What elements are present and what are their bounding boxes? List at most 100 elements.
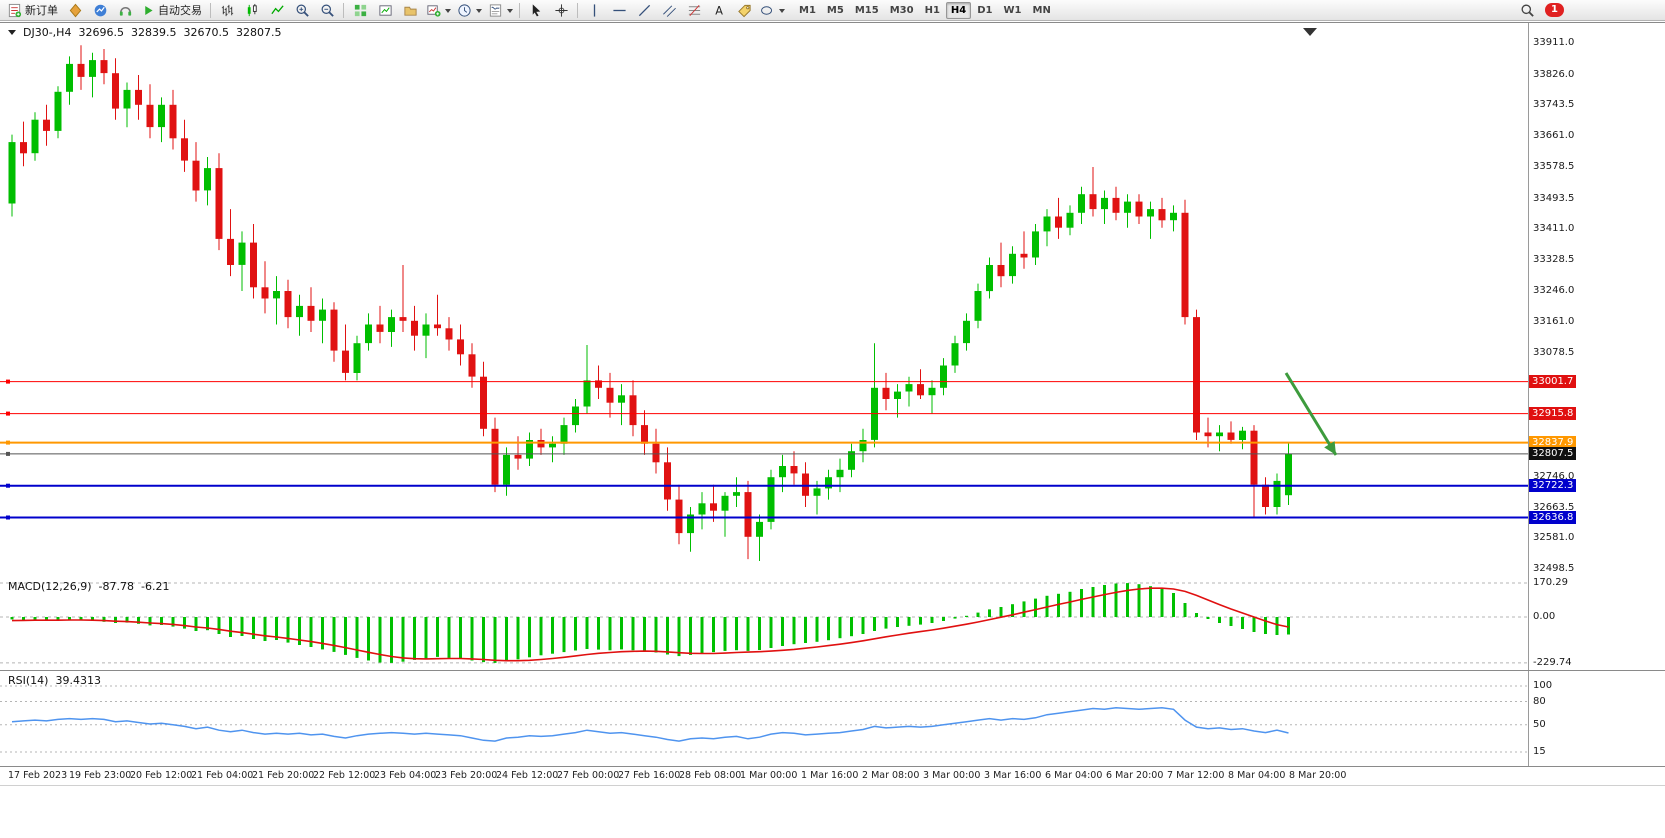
new-order-label: 新订单	[25, 4, 58, 17]
autotrading-button[interactable]: 自动交易	[138, 1, 206, 19]
candle-body	[1227, 432, 1235, 440]
timeframe-button-H1[interactable]: H1	[920, 2, 945, 19]
candle-body	[894, 391, 901, 399]
zoom-out-button[interactable]	[315, 1, 339, 19]
level-line-handle[interactable]	[6, 515, 10, 520]
dropdown-caret-icon	[778, 8, 785, 16]
price-axis-label: 33328.5	[1533, 253, 1575, 265]
rsi-name: RSI(14)	[8, 674, 49, 687]
signals-icon	[94, 4, 106, 16]
timeframe-button-M5[interactable]: M5	[822, 2, 849, 19]
periods-button[interactable]	[454, 1, 484, 19]
candle-body	[284, 291, 292, 318]
level-line-handle[interactable]	[6, 411, 10, 416]
candlestick-chart[interactable]	[0, 23, 1528, 577]
timeframe-button-M1[interactable]: M1	[794, 2, 821, 19]
time-axis-label: 7 Mar 12:00	[1167, 770, 1225, 781]
candle-body	[1135, 201, 1143, 217]
candle-body	[1112, 197, 1120, 213]
bar-chart-button[interactable]	[215, 1, 239, 19]
chart-menu-icon[interactable]	[8, 30, 16, 39]
templates-button[interactable]	[485, 1, 515, 19]
trend-arrow-head	[1324, 441, 1336, 455]
rsi-chart[interactable]	[0, 671, 1528, 766]
candlestick-chart-button[interactable]	[240, 1, 264, 19]
rsi-axis-label: 15	[1533, 746, 1546, 757]
market-icon	[69, 3, 81, 17]
timeframe-button-D1[interactable]: D1	[972, 2, 997, 19]
timeframe-button-W1[interactable]: W1	[999, 2, 1027, 19]
search-button[interactable]	[1515, 1, 1539, 19]
macd-axis-label: 0.00	[1533, 611, 1556, 622]
candle-body	[215, 168, 223, 239]
price-axis-label: 33826.0	[1533, 68, 1575, 80]
text-tool-button[interactable]: A	[707, 1, 731, 19]
market-button[interactable]	[63, 1, 87, 19]
candle-body	[480, 376, 487, 429]
rsi-indicator-panel[interactable]: RSI(14) 39.4313 100 80 50 15	[0, 671, 1665, 767]
notification-badge[interactable]: 1	[1545, 3, 1564, 17]
candle-body	[445, 328, 453, 340]
timeframe-button-M30[interactable]: M30	[885, 2, 919, 19]
level-line-handle[interactable]	[6, 379, 10, 384]
time-axis-label: 21 Feb 20:00	[252, 770, 315, 781]
toolbar-separator	[519, 2, 520, 18]
shapes-icon	[760, 5, 772, 15]
profiles-button[interactable]	[398, 1, 422, 19]
candle-body	[261, 287, 269, 299]
level-line-handle[interactable]	[6, 440, 10, 445]
tile-windows-button[interactable]	[348, 1, 372, 19]
chart-shift-marker[interactable]	[1303, 28, 1317, 36]
label-tag-icon	[737, 4, 751, 17]
candle-body	[733, 492, 740, 496]
price-axis-label: 32746.0	[1533, 470, 1575, 482]
level-line-handle[interactable]	[6, 483, 10, 488]
candle-body	[100, 60, 108, 74]
macd-signal-value: -6.21	[141, 580, 170, 593]
cursor-button[interactable]	[524, 1, 548, 19]
price-axis-label: 33161.0	[1533, 316, 1575, 328]
candle-body	[986, 265, 993, 292]
level-line-handle[interactable]	[6, 451, 10, 456]
macd-chart[interactable]	[0, 577, 1528, 670]
zoom-in-button[interactable]	[290, 1, 314, 19]
macd-indicator-panel[interactable]: MACD(12,26,9) -87.78 -6.21 170.29 0.00 -22…	[0, 577, 1665, 671]
line-chart-button[interactable]	[265, 1, 289, 19]
new-chart-dropdown-button[interactable]	[423, 1, 453, 19]
horizontal-line-tool-button[interactable]	[607, 1, 631, 19]
candle-body	[1101, 197, 1108, 210]
candle-body	[89, 60, 96, 77]
price-axis-separator	[1528, 577, 1529, 670]
candle-body	[250, 242, 257, 288]
candle-body	[583, 380, 591, 407]
signals-button[interactable]	[88, 1, 112, 19]
trendline-tool-button[interactable]	[632, 1, 656, 19]
label-tool-button[interactable]	[732, 1, 756, 19]
fibonacci-tool-button[interactable]	[682, 1, 706, 19]
tile-windows-icon	[354, 4, 366, 16]
candle-body	[146, 104, 154, 128]
timeframe-button-H4[interactable]: H4	[945, 1, 972, 19]
candle-body	[77, 63, 85, 77]
shapes-tool-button[interactable]	[757, 1, 787, 19]
toolbar-right: 1	[1515, 1, 1564, 19]
price-axis-label: 33493.5	[1533, 192, 1575, 204]
horizontal-line-icon	[612, 9, 626, 11]
channel-tool-button[interactable]	[657, 1, 681, 19]
fibonacci-icon	[688, 4, 700, 16]
main-chart-panel[interactable]: DJ30-,H4 32696.5 32839.5 32670.5 32807.5…	[0, 22, 1665, 578]
trend-arrow[interactable]	[1284, 372, 1338, 456]
candle-body	[917, 384, 924, 396]
toolbar-separator	[343, 2, 344, 18]
time-axis-label: 8 Mar 20:00	[1289, 770, 1347, 781]
candle-body	[388, 317, 395, 332]
new-chart-window-button[interactable]	[373, 1, 397, 19]
vertical-line-tool-button[interactable]	[582, 1, 606, 19]
timeframe-button-M15[interactable]: M15	[850, 2, 884, 19]
timeframe-button-MN[interactable]: MN	[1028, 2, 1056, 19]
new-order-button[interactable]: 新订单	[3, 1, 62, 19]
crosshair-button[interactable]	[549, 1, 573, 19]
hosting-button[interactable]	[113, 1, 137, 19]
candle-body	[353, 343, 361, 373]
